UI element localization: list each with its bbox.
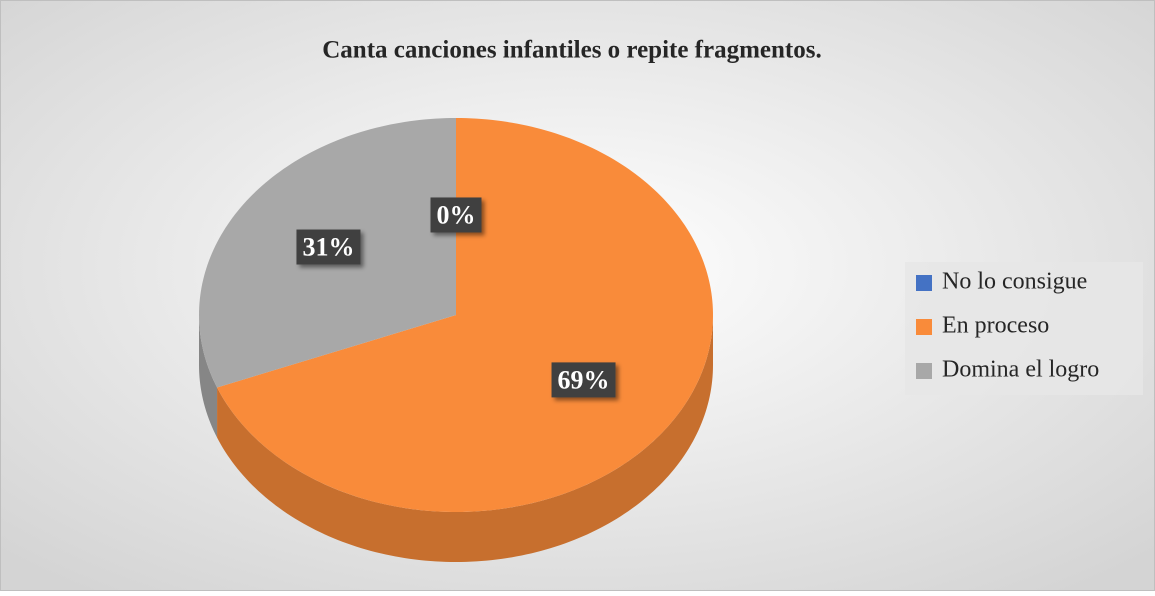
data-label-text: 0% (437, 200, 476, 229)
slice (217, 118, 713, 512)
data-label: 69% (551, 362, 616, 398)
data-label-box (296, 229, 361, 265)
data-label-box (430, 197, 482, 233)
legend-swatch (916, 363, 932, 379)
legend-label: En proceso (942, 313, 1049, 339)
legend-label: No lo consigue (942, 269, 1087, 295)
chart-title: Canta canciones infantiles o repite frag… (322, 37, 822, 64)
data-label-box (551, 362, 616, 398)
legend-swatch (916, 319, 932, 335)
data-label: 0% (430, 197, 482, 233)
data-label-text: 31% (302, 233, 354, 262)
legend-label: Domina el logro (942, 357, 1099, 383)
slice-side (199, 315, 218, 438)
legend-swatch (916, 275, 932, 291)
slice-side (217, 315, 714, 562)
data-label-text: 69% (558, 365, 610, 394)
data-label: 31% (296, 229, 361, 265)
legend (905, 262, 1143, 395)
